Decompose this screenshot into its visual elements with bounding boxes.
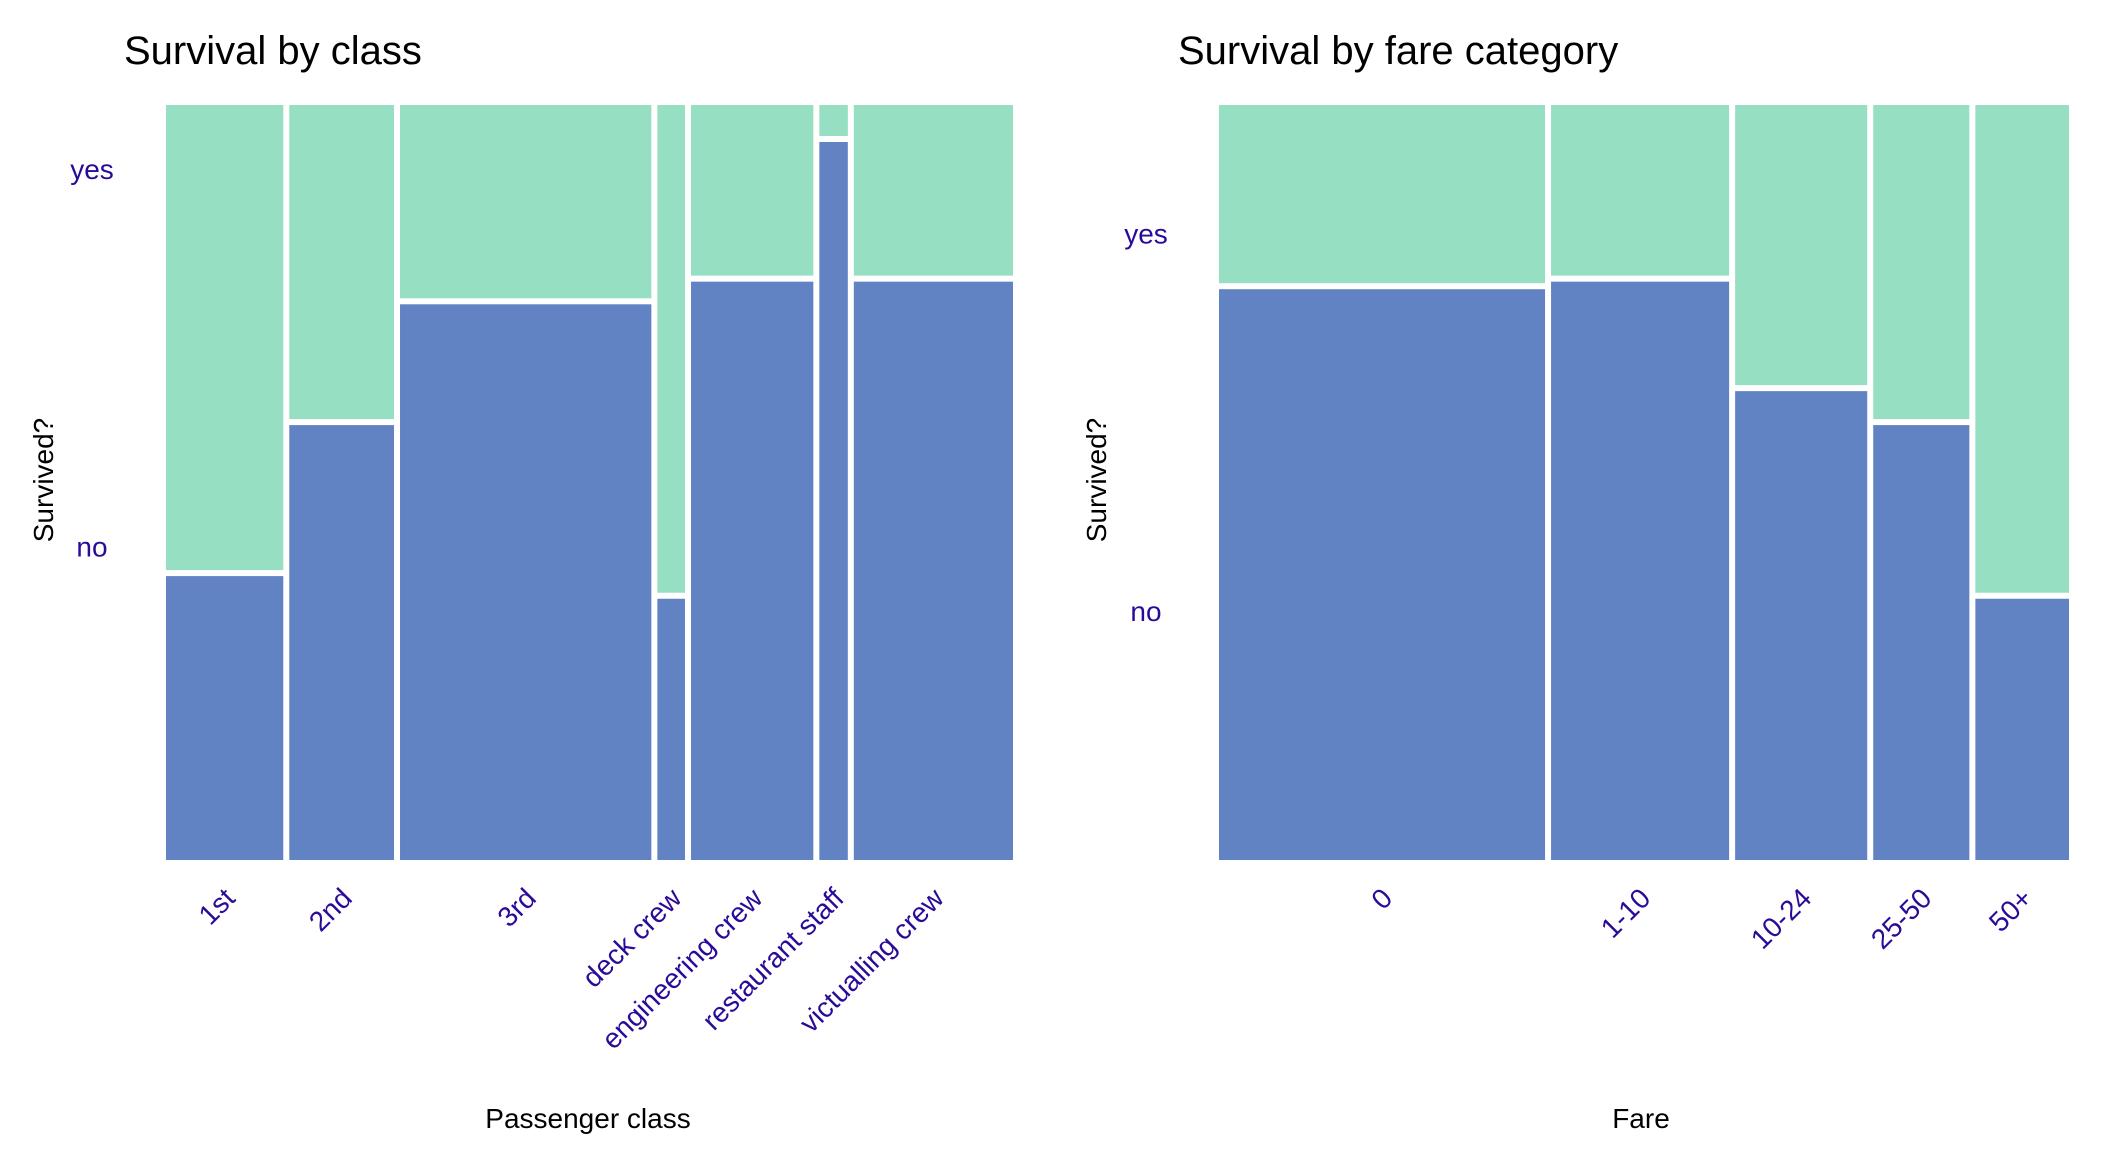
- mosaic-plot: [1219, 105, 2069, 861]
- chart-panel-fare: Survival by fare category 0 1-10 10-24 25-5…: [1081, 29, 2069, 1134]
- mosaic-tile-0-yes: [1219, 105, 1546, 284]
- mosaic-tile-1-10-no: [1551, 281, 1730, 860]
- x-tick-label: 3rd: [491, 882, 542, 933]
- mosaic-tile-50+-yes: [1975, 105, 2069, 593]
- x-axis-label: Passenger class: [485, 1103, 690, 1134]
- mosaic-tile-50+-no: [1975, 598, 2069, 860]
- mosaic-tile-1st-yes: [166, 105, 284, 571]
- y-tick-labels: no yes: [1124, 218, 1168, 626]
- x-tick-labels: 0 1-10 10-24 25-50 50+: [1365, 882, 2038, 955]
- x-tick-label: 10-24: [1745, 882, 1818, 955]
- mosaic-tile-3rd-yes: [400, 105, 652, 299]
- mosaic-plot: [166, 105, 1013, 861]
- chart-panel-class: Survival by class 1st 2nd 3rd deck crewengi…: [28, 29, 1013, 1134]
- y-axis-label: Survived?: [1081, 418, 1112, 543]
- mosaic-tile-engineering-crew-no: [691, 281, 814, 860]
- mosaic-tile-3rd-no: [400, 304, 652, 860]
- y-tick-labels: no yes: [70, 154, 114, 562]
- mosaic-tile-10-24-no: [1735, 391, 1868, 861]
- x-tick-label: 2nd: [303, 882, 358, 937]
- mosaic-tile-2nd-yes: [289, 105, 395, 420]
- x-tick-label: 0: [1365, 882, 1398, 915]
- mosaic-tile-victualling-crew-yes: [853, 105, 1013, 276]
- x-axis-label: Fare: [1612, 1103, 1670, 1134]
- x-tick-label: 25-50: [1865, 882, 1938, 955]
- mosaic-tile-restaurant-staff-no: [819, 141, 848, 861]
- y-tick-label-no: no: [76, 532, 107, 563]
- chart-title: Survival by class: [124, 29, 422, 73]
- mosaic-tile-25-50-yes: [1873, 105, 1970, 420]
- mosaic-tile-1-10-yes: [1551, 105, 1730, 276]
- y-tick-label-yes: yes: [1124, 218, 1168, 249]
- mosaic-tile-deck-crew-no: [657, 598, 686, 860]
- mosaic-tile-deck-crew-yes: [657, 105, 686, 593]
- x-tick-label: 1st: [193, 882, 241, 930]
- y-axis-label: Survived?: [28, 418, 59, 543]
- mosaic-tile-1st-no: [166, 576, 284, 860]
- x-tick-label: 1-10: [1595, 882, 1657, 944]
- mosaic-tile-engineering-crew-yes: [691, 105, 814, 276]
- mosaic-tile-10-24-yes: [1735, 105, 1868, 386]
- mosaic-tile-0-no: [1219, 289, 1546, 860]
- y-tick-label-no: no: [1130, 596, 1161, 627]
- mosaic-tile-restaurant-staff-yes: [819, 105, 848, 136]
- y-tick-label-yes: yes: [70, 154, 114, 185]
- mosaic-tile-2nd-no: [289, 425, 395, 860]
- mosaic-tile-25-50-no: [1873, 425, 1970, 860]
- mosaic-tile-victualling-crew-no: [853, 281, 1013, 860]
- chart-title: Survival by fare category: [1178, 29, 1618, 73]
- x-tick-label: 50+: [1983, 882, 2039, 938]
